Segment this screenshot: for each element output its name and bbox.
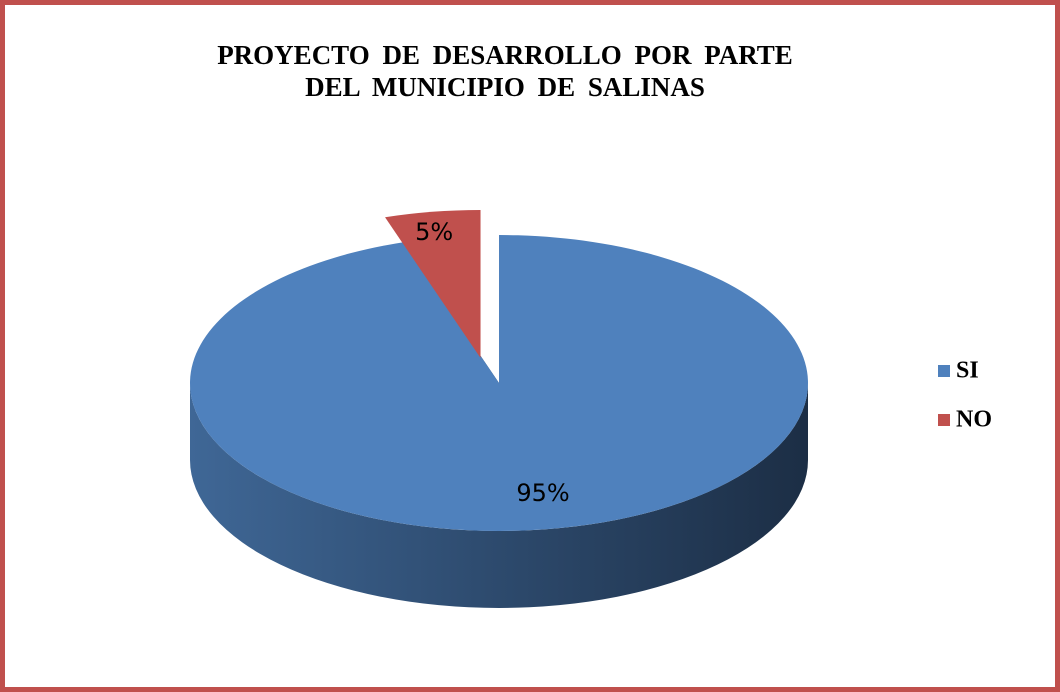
data-label: 95% [516, 479, 569, 507]
pie-slice [385, 210, 481, 359]
slice-side [190, 383, 808, 608]
legend-swatch [938, 414, 950, 426]
chart: 95% 5% SI NO [189, 210, 992, 608]
legend-label: SI [956, 358, 979, 384]
legend-label: NO [956, 407, 992, 433]
data-label: 5% [415, 218, 453, 246]
legend-swatch [938, 365, 950, 377]
chart-title: PROYECTO DE DESARROLLO POR PARTE DEL MUN… [217, 40, 793, 102]
pie-slice [189, 235, 808, 531]
